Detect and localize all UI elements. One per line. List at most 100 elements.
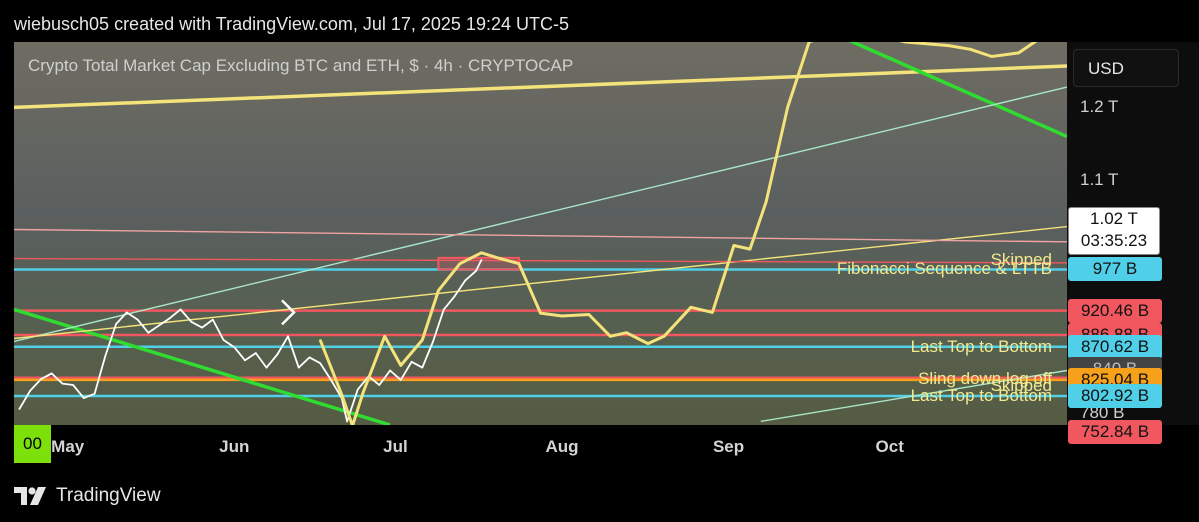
projection-point-8 xyxy=(459,262,461,265)
trend-line-7 xyxy=(14,257,1067,264)
projection-series-line xyxy=(318,42,1038,425)
date-tick-jul: Jul xyxy=(383,437,408,456)
trend-line-0 xyxy=(14,64,1067,110)
price-point-14 xyxy=(168,317,171,320)
line-label-4: Skipped xyxy=(990,376,1052,396)
price-point-34 xyxy=(378,384,381,386)
price-point-12 xyxy=(147,331,150,334)
price-point-20 xyxy=(233,346,236,349)
price-tag-1: 920.46 B xyxy=(1068,298,1162,323)
price-point-24 xyxy=(276,353,279,356)
price-point-11 xyxy=(136,318,139,321)
price-point-27 xyxy=(308,356,311,359)
time-axis-highlight: 00 xyxy=(14,425,51,463)
price-point-26 xyxy=(297,366,300,369)
line-label-1: Fibonacci Sequence & LTTB xyxy=(836,259,1052,279)
trend-line-1 xyxy=(14,307,391,425)
projection-point-30 xyxy=(947,44,950,47)
price-point-21 xyxy=(244,359,246,362)
projection-point-23 xyxy=(765,200,768,203)
projection-point-14 xyxy=(587,313,590,316)
price-point-8 xyxy=(104,355,107,357)
trend-line-6 xyxy=(14,228,1067,243)
price-point-15 xyxy=(179,308,182,311)
price-point-31 xyxy=(346,420,348,423)
currency-button[interactable]: USD xyxy=(1073,49,1179,87)
price-point-23 xyxy=(265,366,268,369)
price-point-43 xyxy=(475,270,477,272)
date-tick-jun: Jun xyxy=(219,437,250,456)
tradingview-logo-icon xyxy=(14,487,46,505)
price-point-0 xyxy=(18,408,21,410)
price-point-4 xyxy=(61,382,64,385)
projection-point-24 xyxy=(786,106,789,109)
trend-line-2 xyxy=(848,42,1067,139)
projection-point-4 xyxy=(383,335,386,338)
price-point-42 xyxy=(464,279,467,282)
price-point-37 xyxy=(410,360,413,363)
price-point-25 xyxy=(287,335,289,338)
line-label-0: Skipped xyxy=(990,250,1052,270)
current-price-value: 1.02 T xyxy=(1090,209,1138,228)
price-point-19 xyxy=(222,339,225,341)
date-tick-may: May xyxy=(51,437,85,456)
price-point-3 xyxy=(50,372,53,375)
price-point-44 xyxy=(480,259,483,261)
projection-point-3 xyxy=(362,391,365,394)
price-point-9 xyxy=(115,323,117,325)
projection-point-22 xyxy=(749,248,751,251)
current-price-label: 1.02 T 03:35:23 xyxy=(1068,207,1160,255)
projection-point-7 xyxy=(437,289,440,292)
time-axis[interactable]: 00 May Jun Jul Aug Sep Oct xyxy=(14,425,1067,463)
projection-point-9 xyxy=(480,251,483,254)
price-point-7 xyxy=(93,392,96,395)
projection-point-1 xyxy=(340,393,343,396)
line-label-5: Last Top to Bottom xyxy=(910,385,1052,405)
projection-point-11 xyxy=(518,262,520,265)
chevron-right-icon xyxy=(281,299,296,326)
price-chart-svg[interactable] xyxy=(14,42,1067,425)
trend-line-3 xyxy=(14,86,1067,343)
projection-point-13 xyxy=(561,315,563,317)
projection-point-16 xyxy=(625,331,628,334)
price-point-22 xyxy=(254,352,257,354)
projection-point-6 xyxy=(421,339,424,341)
price-point-10 xyxy=(125,311,128,314)
projection-point-15 xyxy=(609,335,612,338)
price-point-29 xyxy=(330,379,332,381)
price-point-1 xyxy=(29,389,32,392)
price-point-36 xyxy=(399,379,402,381)
line-label-3: Sling down log off xyxy=(918,369,1052,389)
chart-plot-area[interactable]: Crypto Total Market Cap Excluding BTC an… xyxy=(14,42,1067,425)
trend-line-4 xyxy=(14,225,1067,340)
line-label-2: Last Top to Bottom xyxy=(910,336,1052,356)
projection-point-17 xyxy=(647,342,649,345)
price-tag-0: 977 B xyxy=(1068,257,1162,282)
price-tag-6: 802.92 B xyxy=(1068,383,1162,408)
projection-point-21 xyxy=(733,244,735,247)
date-tick-sep: Sep xyxy=(712,437,745,456)
price-point-32 xyxy=(356,388,359,391)
projection-point-33 xyxy=(1017,52,1020,54)
snapshot-header: wiebusch05 created with TradingView.com,… xyxy=(14,14,569,34)
projection-point-25 xyxy=(808,42,811,43)
projection-point-5 xyxy=(399,364,402,367)
price-point-16 xyxy=(190,320,193,323)
price-point-40 xyxy=(442,308,445,311)
projection-point-0 xyxy=(319,339,322,341)
projection-point-32 xyxy=(990,55,993,58)
projection-point-31 xyxy=(969,48,972,51)
price-tick-0: 1.2 T xyxy=(1080,97,1119,117)
bar-countdown: 03:35:23 xyxy=(1080,231,1148,250)
price-point-18 xyxy=(211,318,214,321)
price-point-41 xyxy=(453,295,456,298)
projection-point-29 xyxy=(904,42,907,43)
price-point-6 xyxy=(82,397,85,400)
price-point-5 xyxy=(72,384,74,386)
projection-point-18 xyxy=(663,335,665,338)
price-point-2 xyxy=(39,378,42,381)
footer-brand: TradingView xyxy=(56,485,161,506)
price-tag-3: 870.62 B xyxy=(1068,334,1162,359)
chart-title: Crypto Total Market Cap Excluding BTC an… xyxy=(28,56,574,75)
footer: TradingView xyxy=(14,482,161,510)
